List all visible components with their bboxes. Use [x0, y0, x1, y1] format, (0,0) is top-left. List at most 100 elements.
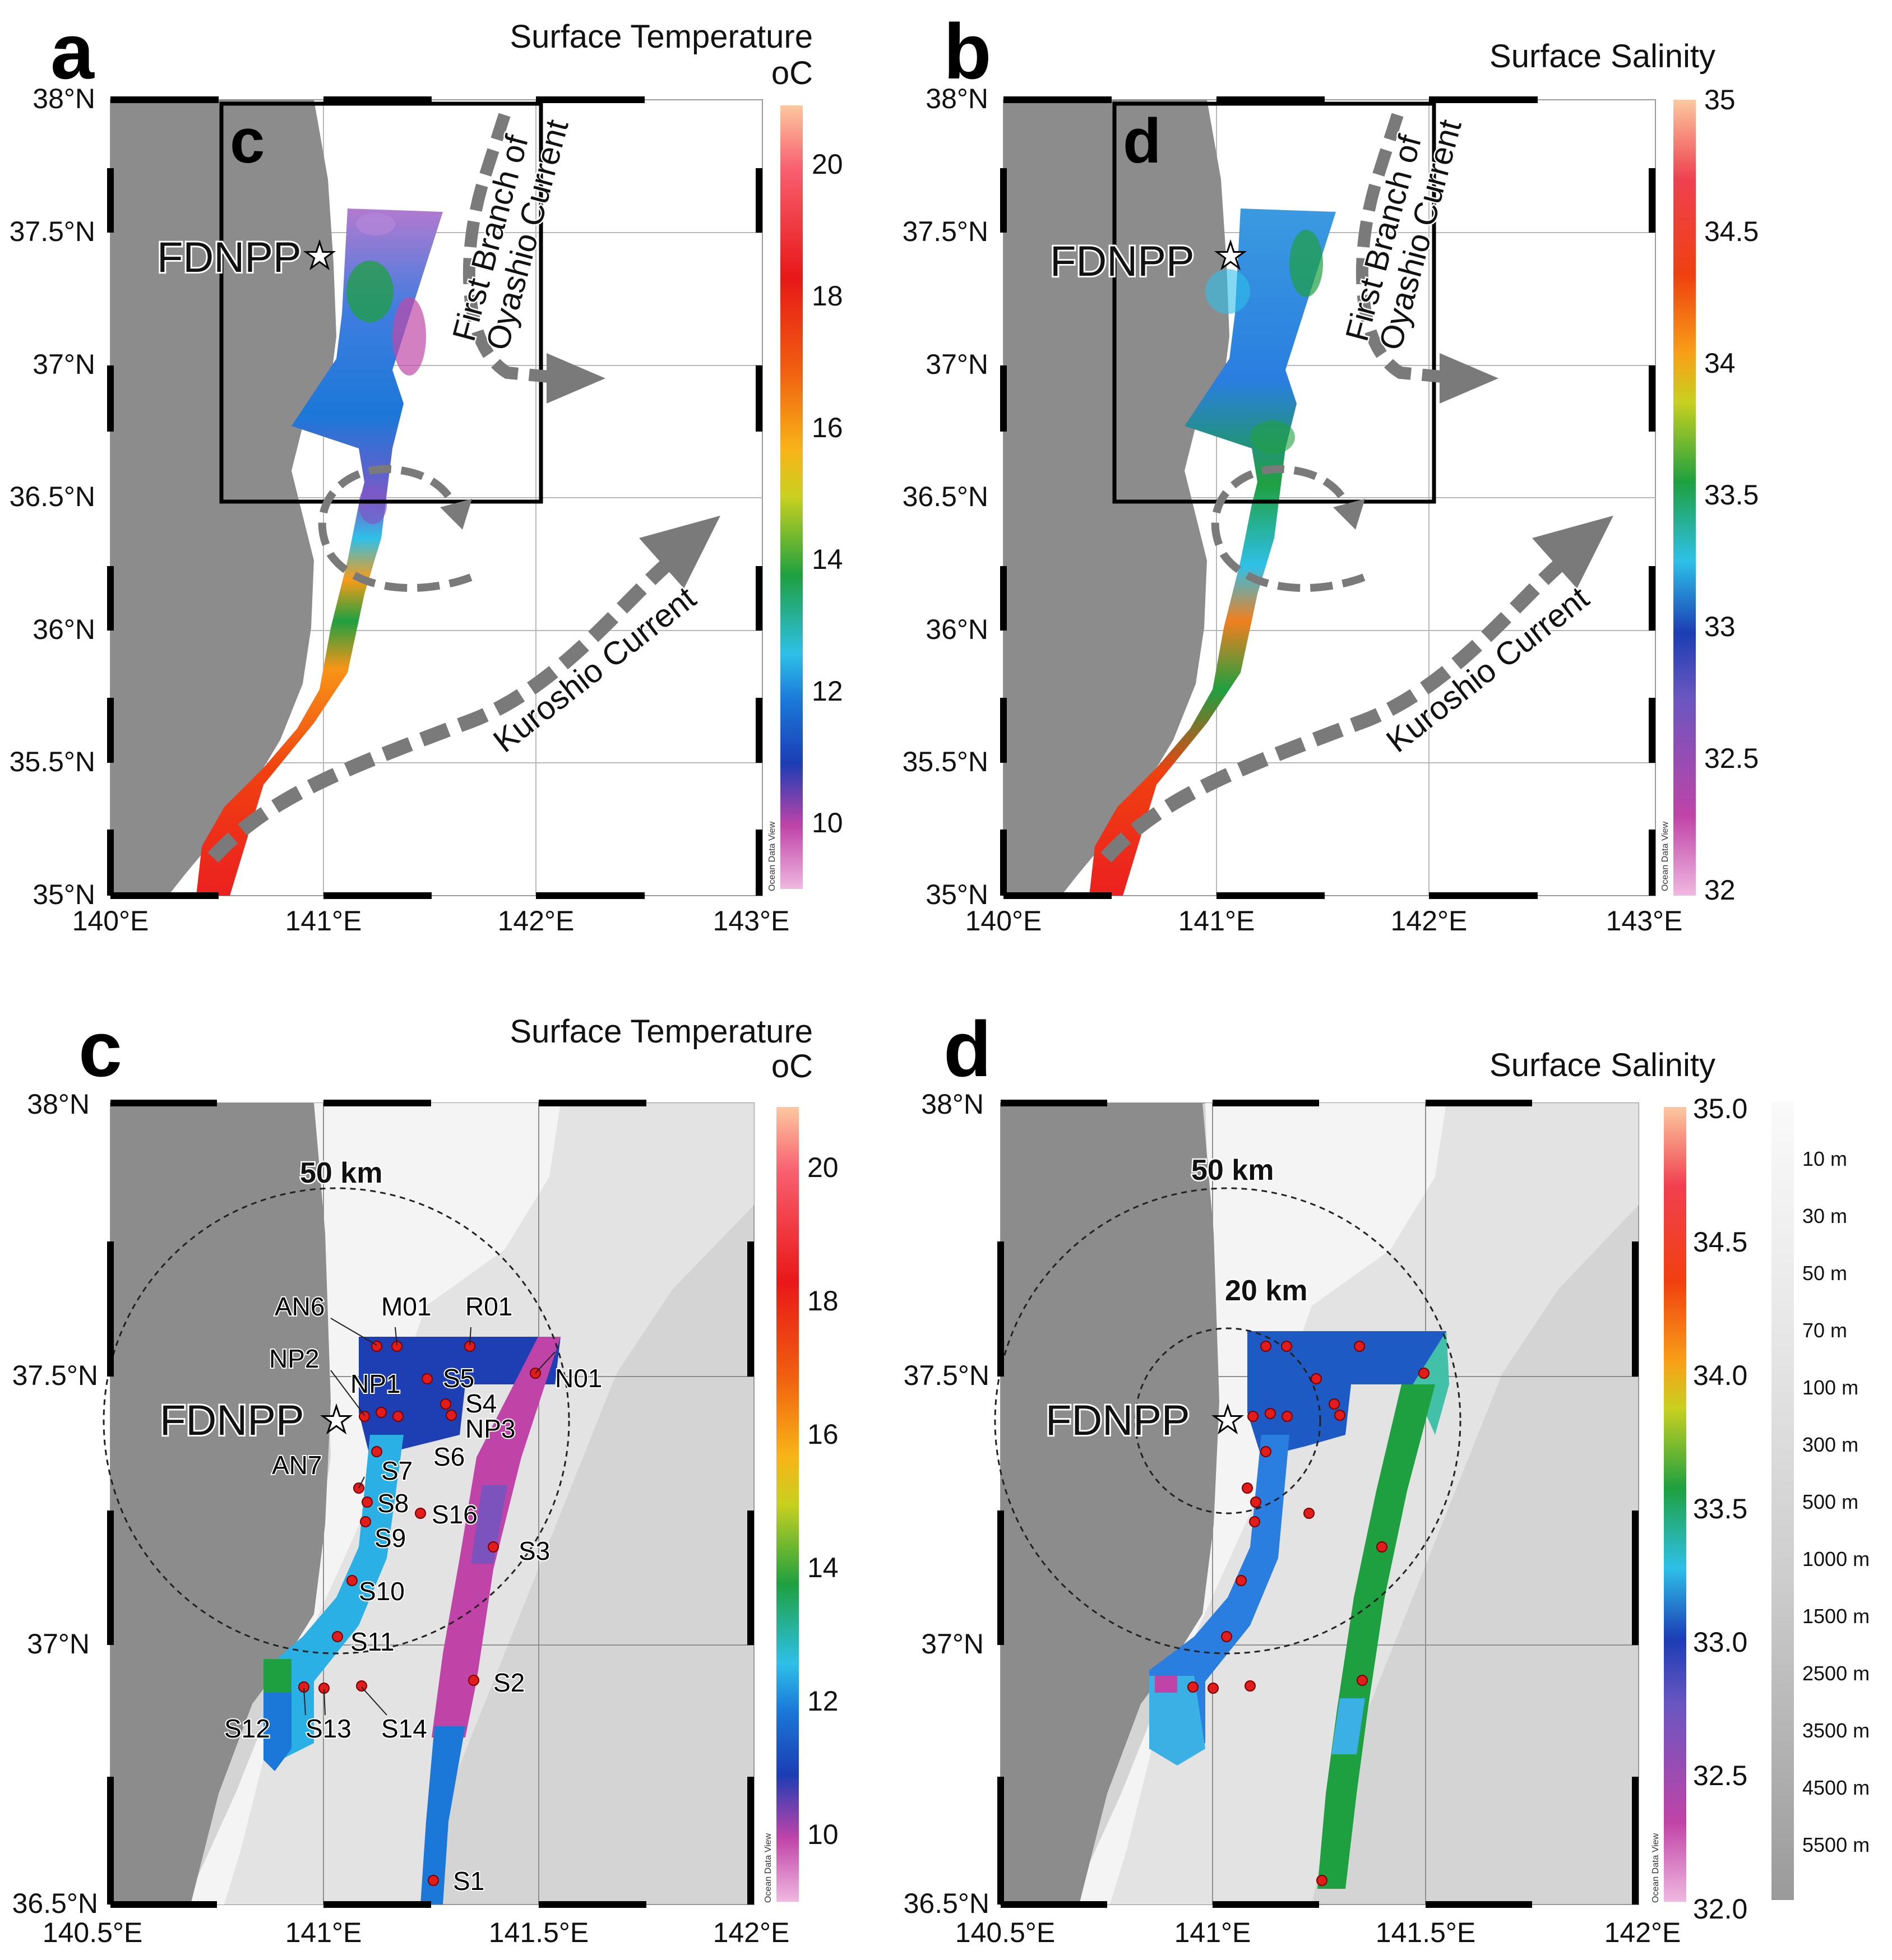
station-marker-s3 [488, 1541, 499, 1553]
lat-label: 36°N [926, 614, 988, 645]
depth-label: 500 m [1802, 1490, 1858, 1513]
station-label: AN6 [275, 1292, 325, 1321]
eddy-arrow-a [318, 465, 473, 592]
lat-labels-a: 38°N 37.5°N 37°N 36.5°N 36°N 35.5°N 35°N [10, 83, 95, 910]
lon-label: 140.5°E [43, 1917, 142, 1948]
colorbar-ticks-b: 35 34.5 34 33.5 33 32.5 32 [1704, 84, 1759, 906]
station-markers-c [298, 1341, 541, 1886]
odv-credit-d: Ocean Data View [1651, 1833, 1660, 1903]
station-label: S13 [306, 1714, 351, 1743]
panel-title-d: Surface Salinity [1489, 1047, 1715, 1083]
oyashio-arrow-b [1356, 113, 1460, 384]
panel-letter-b: b [943, 7, 992, 95]
unit-label-a: oC [771, 55, 813, 91]
track-b-features [1205, 230, 1323, 454]
colorbar-tick: 33.0 [1693, 1627, 1747, 1658]
lat-label: 37.5°N [10, 216, 95, 247]
fdnpp-label-d: FDNPP [1046, 1397, 1190, 1444]
station-label: S9 [374, 1523, 406, 1553]
colorbar-tick: 32.5 [1704, 743, 1759, 774]
lat-label: 38°N [33, 83, 95, 114]
lat-label: 37°N [926, 349, 988, 380]
track-a [196, 208, 443, 896]
station-marker [1265, 1408, 1276, 1419]
depth-label: 300 m [1802, 1433, 1858, 1456]
colorbar-tick: 35.0 [1693, 1093, 1747, 1124]
station-label: R01 [465, 1292, 512, 1321]
station-marker [1316, 1875, 1327, 1886]
colorbar-tick: 33.5 [1693, 1493, 1747, 1525]
station-label: S10 [359, 1577, 405, 1606]
lat-label: 38°N [27, 1088, 90, 1120]
lat-label: 37°N [33, 349, 95, 380]
station-marker [1260, 1341, 1271, 1352]
colorbar-ticks-a: 20 18 16 14 12 10 [812, 149, 843, 838]
lon-label: 141°E [285, 1917, 362, 1948]
colorbar-tick: 16 [812, 412, 843, 443]
colorbar-tick: 16 [807, 1419, 839, 1450]
oyashio-arrowhead-a [547, 353, 605, 404]
radius-20km-label: 20 km [1225, 1275, 1307, 1307]
kuroshio-arrowhead-b [1532, 516, 1613, 589]
odv-credit-b: Ocean Data View [1660, 821, 1670, 891]
land-c [110, 1103, 331, 1905]
lon-labels-d: 140.5°E 141°E 141.5°E 142°E [955, 1917, 1681, 1948]
station-marker [1245, 1680, 1256, 1692]
station-marker [1187, 1681, 1199, 1693]
lat-label: 35.5°N [903, 746, 988, 777]
panel-letter-d: d [943, 1005, 992, 1093]
panel-letter-c: c [78, 1005, 122, 1093]
colorbar-tick: 12 [812, 675, 843, 707]
station-marker-s10 [346, 1575, 358, 1586]
colorbar-tick: 32.0 [1693, 1893, 1747, 1925]
odv-credit-a: Ocean Data View [767, 821, 777, 891]
land-d [1001, 1103, 1219, 1905]
fdnpp-label-c: FDNPP [160, 1397, 304, 1444]
colorbar-ticks-d: 35.0 34.5 34.0 33.5 33.0 32.5 32.0 [1693, 1093, 1747, 1925]
station-label: AN7 [272, 1451, 322, 1480]
lat-label: 35.5°N [10, 746, 95, 777]
panel-d: 50 km 20 km FDNPP ★ [904, 1005, 1870, 1948]
eddy-arrow-b [1211, 465, 1366, 592]
frame-ticks-d [997, 1100, 1639, 1908]
station-marker-s9 [360, 1516, 371, 1527]
station-marker [1357, 1675, 1368, 1686]
lon-labels-a: 140°E 141°E 142°E 143°E [72, 905, 790, 937]
colorbar-tick: 32 [1704, 874, 1736, 906]
station-marker [1334, 1410, 1345, 1421]
panel-c: 50 km FDNPP ★ [12, 1005, 839, 1948]
depth-label: 10 m [1802, 1147, 1847, 1170]
lat-label: 37.5°N [904, 1360, 989, 1391]
lat-label: 36°N [33, 614, 95, 645]
colorbar-tick: 20 [812, 149, 843, 180]
depth-label: 100 m [1802, 1376, 1858, 1399]
lon-label: 141°E [1178, 905, 1255, 937]
station-leaders-c [303, 1318, 556, 1716]
station-label: S3 [519, 1536, 550, 1565]
station-label: S12 [224, 1714, 270, 1743]
panel-b: d FDNPP ★ First Branch ofOyashio Current… [903, 7, 1759, 937]
lon-label: 140°E [72, 905, 149, 937]
lon-labels-b: 140°E 141°E 142°E 143°E [965, 905, 1683, 937]
station-label: NP2 [269, 1344, 319, 1373]
depth-legend-bar [1771, 1101, 1794, 1900]
oyashio-arrow-a [462, 113, 567, 384]
station-marker-np3 [446, 1410, 457, 1421]
colorbar-tick: 12 [807, 1685, 839, 1717]
station-marker [1418, 1368, 1430, 1379]
panel-a: c FDNPP ★ First Branch ofOyashio Current… [10, 7, 843, 937]
lon-label: 142°E [498, 905, 575, 937]
station-label: S6 [433, 1442, 465, 1471]
depth-label: 70 m [1802, 1319, 1847, 1342]
colorbar-c [776, 1107, 799, 1902]
lat-label: 37°N [921, 1628, 984, 1660]
colorbar-tick: 20 [807, 1152, 839, 1183]
colorbar-tick: 10 [812, 807, 843, 838]
colorbar-tick: 33 [1704, 611, 1736, 642]
station-marker [1303, 1508, 1315, 1519]
station-label: NP3 [465, 1414, 515, 1443]
colorbar-b [1673, 100, 1696, 896]
frame-ticks-c [107, 1100, 754, 1908]
colorbar-tick: 14 [812, 544, 843, 575]
fdnpp-label-b: FDNPP [1050, 238, 1195, 285]
